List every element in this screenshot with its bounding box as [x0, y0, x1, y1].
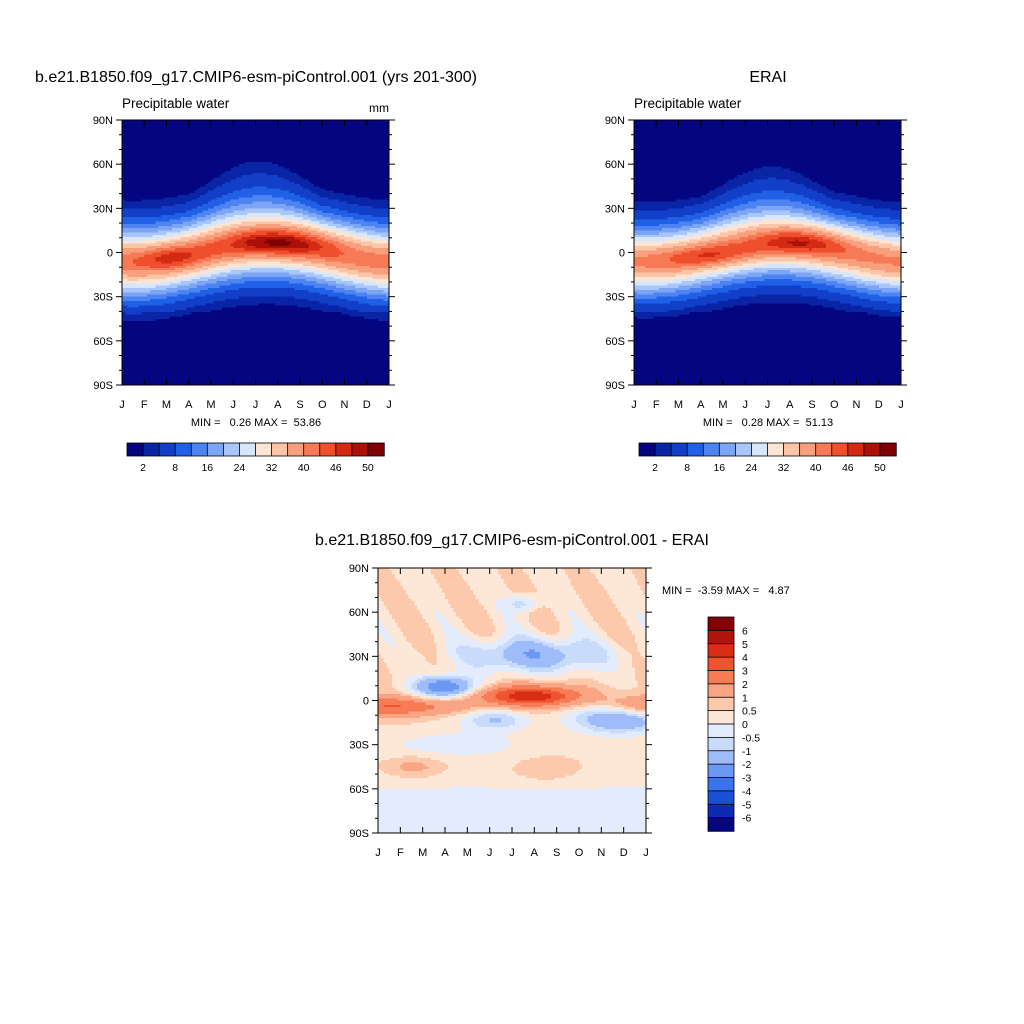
model-subtitle: Precipitable water — [122, 96, 230, 111]
model-units: mm — [369, 101, 389, 115]
model-cells — [122, 120, 389, 385]
model-title: b.e21.B1850.f09_g17.CMIP6-esm-piControl.… — [35, 69, 477, 86]
